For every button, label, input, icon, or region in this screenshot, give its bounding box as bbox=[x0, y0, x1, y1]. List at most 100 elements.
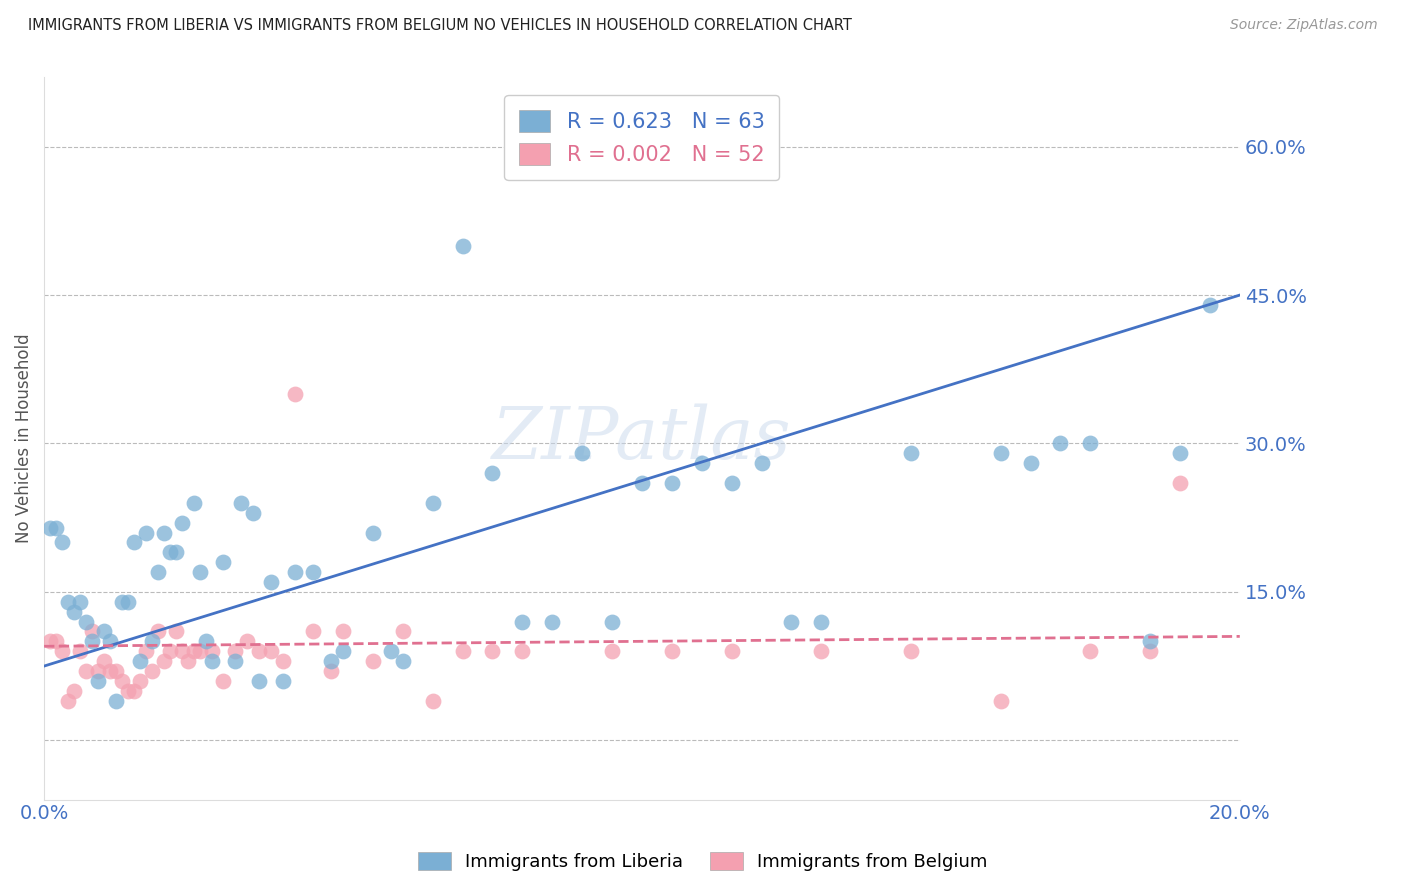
Point bbox=[93, 624, 115, 639]
Text: Source: ZipAtlas.com: Source: ZipAtlas.com bbox=[1230, 18, 1378, 32]
Point bbox=[231, 496, 253, 510]
Point bbox=[319, 664, 342, 678]
Point bbox=[152, 525, 174, 540]
Point bbox=[1139, 644, 1161, 658]
Text: ZIPatlas: ZIPatlas bbox=[492, 403, 792, 474]
Point bbox=[39, 520, 62, 534]
Point bbox=[212, 673, 235, 688]
Point bbox=[302, 624, 325, 639]
Point bbox=[391, 624, 413, 639]
Point bbox=[451, 644, 474, 658]
Point bbox=[1049, 436, 1071, 450]
Point bbox=[69, 595, 91, 609]
Point bbox=[80, 634, 103, 648]
Point bbox=[1078, 436, 1101, 450]
Point bbox=[51, 535, 73, 549]
Point bbox=[1019, 456, 1042, 470]
Point bbox=[159, 545, 181, 559]
Point bbox=[260, 574, 283, 589]
Point bbox=[1168, 446, 1191, 460]
Point bbox=[571, 446, 593, 460]
Point bbox=[332, 624, 354, 639]
Point bbox=[200, 654, 222, 668]
Point bbox=[135, 644, 157, 658]
Point bbox=[75, 615, 97, 629]
Point bbox=[1168, 476, 1191, 491]
Point bbox=[332, 644, 354, 658]
Point bbox=[810, 644, 832, 658]
Point bbox=[380, 644, 402, 658]
Point bbox=[284, 387, 307, 401]
Point bbox=[247, 673, 270, 688]
Point bbox=[600, 615, 623, 629]
Point bbox=[104, 694, 127, 708]
Point bbox=[51, 644, 73, 658]
Point bbox=[39, 634, 62, 648]
Point bbox=[422, 694, 444, 708]
Point bbox=[512, 615, 534, 629]
Point bbox=[212, 555, 235, 569]
Point bbox=[900, 644, 922, 658]
Point bbox=[45, 634, 67, 648]
Point bbox=[990, 694, 1012, 708]
Point bbox=[98, 664, 121, 678]
Point bbox=[63, 605, 86, 619]
Point bbox=[111, 595, 134, 609]
Point bbox=[391, 654, 413, 668]
Legend: Immigrants from Liberia, Immigrants from Belgium: Immigrants from Liberia, Immigrants from… bbox=[411, 845, 995, 879]
Point bbox=[690, 456, 713, 470]
Point bbox=[56, 595, 79, 609]
Point bbox=[236, 634, 259, 648]
Point bbox=[810, 615, 832, 629]
Point bbox=[183, 644, 205, 658]
Point bbox=[247, 644, 270, 658]
Point bbox=[135, 525, 157, 540]
Point bbox=[1078, 644, 1101, 658]
Point bbox=[176, 654, 198, 668]
Point bbox=[720, 644, 742, 658]
Point bbox=[361, 525, 384, 540]
Point bbox=[481, 644, 503, 658]
Point bbox=[224, 644, 246, 658]
Point bbox=[98, 634, 121, 648]
Point bbox=[87, 664, 110, 678]
Point bbox=[260, 644, 283, 658]
Point bbox=[146, 624, 169, 639]
Point bbox=[194, 634, 217, 648]
Point bbox=[63, 683, 86, 698]
Point bbox=[224, 654, 246, 668]
Point bbox=[56, 694, 79, 708]
Point bbox=[990, 446, 1012, 460]
Point bbox=[200, 644, 222, 658]
Point bbox=[600, 644, 623, 658]
Point bbox=[271, 673, 294, 688]
Point bbox=[661, 644, 683, 658]
Point bbox=[87, 673, 110, 688]
Point bbox=[422, 496, 444, 510]
Point bbox=[631, 476, 654, 491]
Point bbox=[188, 565, 211, 579]
Point bbox=[128, 673, 150, 688]
Point bbox=[69, 644, 91, 658]
Point bbox=[361, 654, 384, 668]
Point bbox=[319, 654, 342, 668]
Y-axis label: No Vehicles in Household: No Vehicles in Household bbox=[15, 334, 32, 543]
Point bbox=[481, 466, 503, 480]
Point bbox=[242, 506, 264, 520]
Point bbox=[271, 654, 294, 668]
Point bbox=[1139, 634, 1161, 648]
Point bbox=[80, 624, 103, 639]
Legend: R = 0.623   N = 63, R = 0.002   N = 52: R = 0.623 N = 63, R = 0.002 N = 52 bbox=[505, 95, 779, 180]
Point bbox=[111, 673, 134, 688]
Point bbox=[170, 516, 193, 530]
Point bbox=[75, 664, 97, 678]
Point bbox=[117, 595, 139, 609]
Point bbox=[93, 654, 115, 668]
Point bbox=[146, 565, 169, 579]
Point bbox=[302, 565, 325, 579]
Point bbox=[900, 446, 922, 460]
Point bbox=[128, 654, 150, 668]
Point bbox=[117, 683, 139, 698]
Point bbox=[141, 664, 163, 678]
Point bbox=[45, 520, 67, 534]
